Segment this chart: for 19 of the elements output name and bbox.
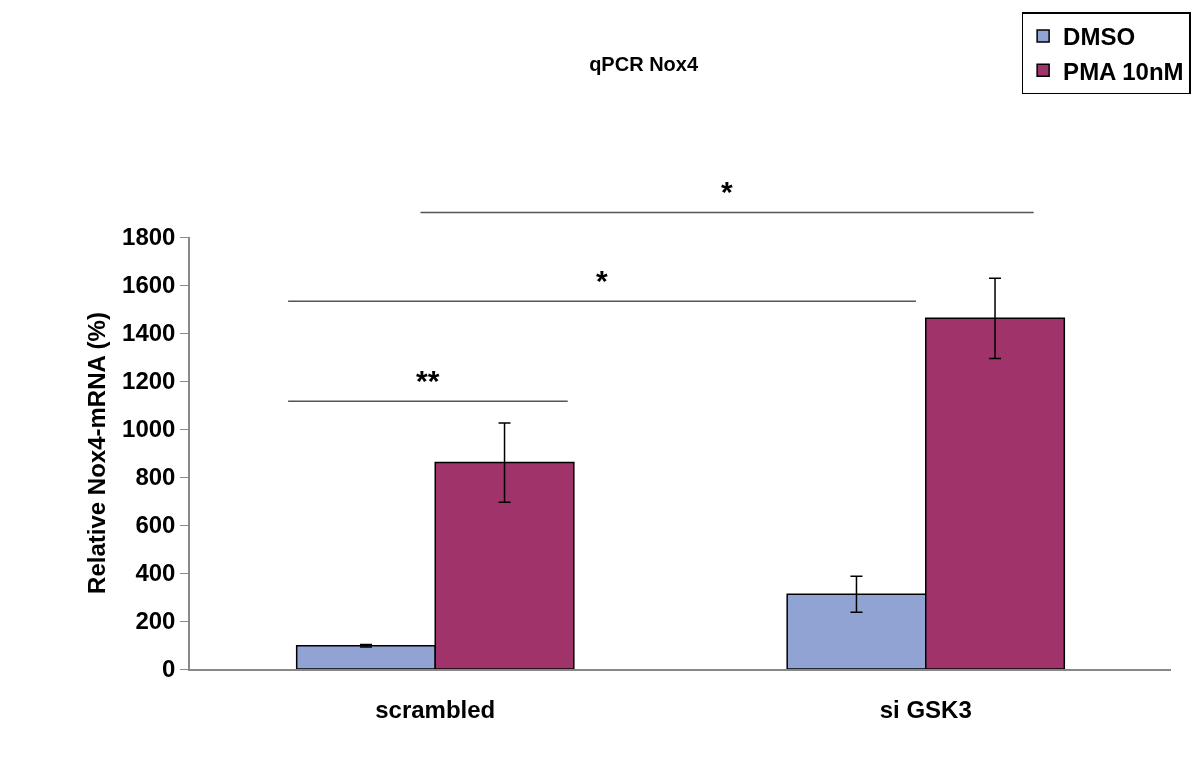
- y-tick-label: 1600: [122, 271, 176, 299]
- y-tick-label: 0: [162, 655, 176, 683]
- legend-label: PMA 10nM: [1063, 57, 1184, 85]
- annotation: *: [596, 264, 608, 297]
- chart-title: qPCR Nox4: [589, 53, 699, 76]
- text: *: [721, 175, 733, 208]
- y-tick-label: 1000: [122, 415, 176, 443]
- y-tick-label: 1800: [122, 223, 176, 251]
- y-tick-label: 400: [135, 559, 176, 587]
- y-tick-label: 600: [135, 511, 176, 539]
- y-axis-title: Relative Nox4-mRNA (%): [82, 312, 110, 594]
- y-tick-label: 200: [135, 607, 176, 635]
- x-tick-label: scrambled: [375, 695, 496, 723]
- annotation: **: [416, 364, 440, 397]
- x-tick-label: si GSK3: [879, 695, 972, 723]
- legend-label: DMSO: [1063, 23, 1136, 51]
- y-tick-label: 1400: [122, 319, 176, 347]
- y-tick-label: 800: [135, 463, 176, 491]
- y-tick-label: 1200: [122, 367, 176, 395]
